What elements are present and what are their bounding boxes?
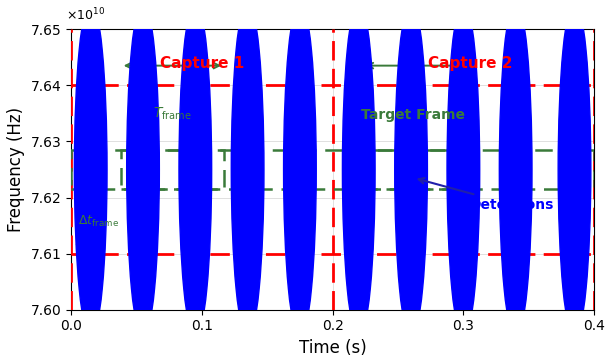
Ellipse shape <box>127 1 159 338</box>
Ellipse shape <box>558 1 591 338</box>
Ellipse shape <box>283 1 316 338</box>
Ellipse shape <box>395 1 427 338</box>
Ellipse shape <box>499 1 532 338</box>
Text: Capture 1: Capture 1 <box>160 56 244 71</box>
Bar <box>71 150 594 189</box>
Text: $\Delta t_{\mathrm{frame}}$: $\Delta t_{\mathrm{frame}}$ <box>78 214 119 229</box>
Text: Target Frame: Target Frame <box>361 108 465 122</box>
Bar <box>363 150 463 189</box>
Y-axis label: Frequency (Hz): Frequency (Hz) <box>7 107 25 232</box>
Text: $T_{\mathrm{frame}}$: $T_{\mathrm{frame}}$ <box>153 105 192 122</box>
X-axis label: Time (s): Time (s) <box>299 339 367 357</box>
Text: Capture 2: Capture 2 <box>428 56 512 71</box>
Ellipse shape <box>231 1 264 338</box>
Ellipse shape <box>343 1 375 338</box>
Ellipse shape <box>447 1 480 338</box>
Ellipse shape <box>179 1 212 338</box>
Bar <box>121 150 224 189</box>
Ellipse shape <box>75 1 107 338</box>
Text: $\times 10^{10}$: $\times 10^{10}$ <box>66 7 105 24</box>
Text: Detections: Detections <box>419 178 554 212</box>
